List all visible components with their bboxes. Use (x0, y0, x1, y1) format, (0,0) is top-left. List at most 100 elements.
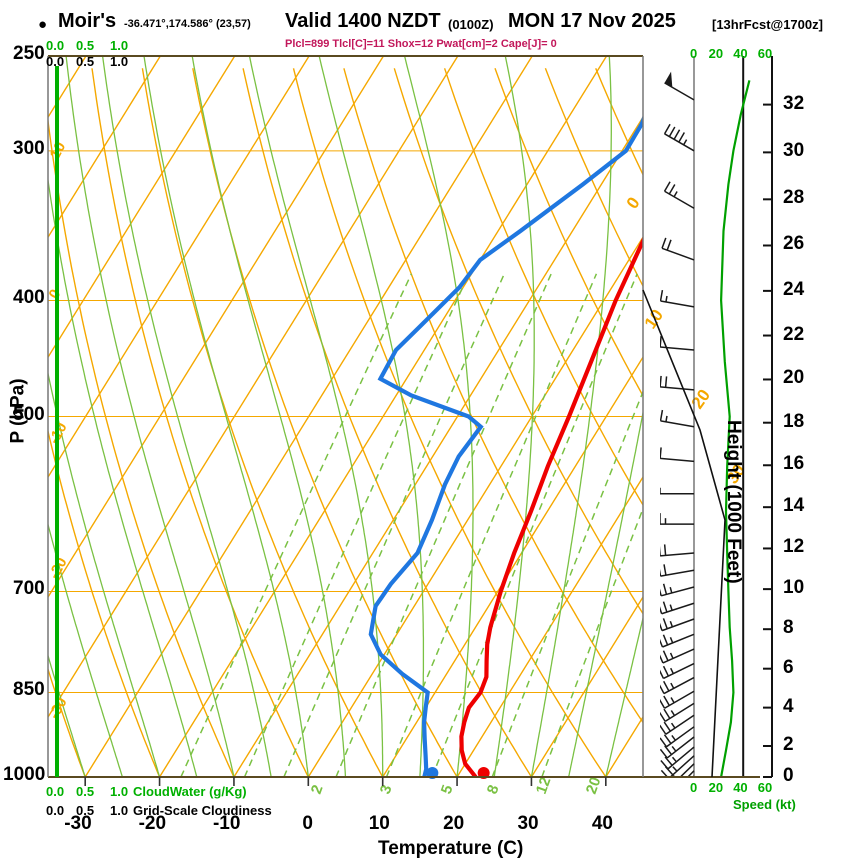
wind-barb (660, 409, 695, 428)
pressure-tick-400: 400 (13, 287, 45, 309)
station-name: Moir's (58, 10, 117, 32)
temperature-tick-0: 0 (302, 813, 313, 834)
cloudiness-tick-top-0.0: 0.0 (46, 54, 65, 69)
wind-barb (660, 755, 695, 777)
height-tick-16: 16 (783, 453, 805, 475)
valid-time: Valid 1400 NZDT (285, 10, 441, 32)
wind-axis (693, 56, 745, 777)
cloudwater-tick-bottom-0.5: 0.5 (76, 784, 95, 799)
cloudwater-tick-bottom-0.0: 0.0 (46, 784, 65, 799)
wind-barb (660, 726, 695, 748)
height-tick-22: 22 (783, 323, 805, 345)
wind-barb (660, 513, 694, 525)
pressure-tick-700: 700 (13, 578, 45, 600)
height-tick-12: 12 (783, 536, 805, 558)
pressure-tick-850: 850 (13, 679, 45, 701)
wind-barb (660, 583, 695, 597)
wind-barb (660, 618, 695, 632)
wind-barb (686, 770, 695, 777)
pressure-tick-500: 500 (13, 403, 45, 425)
pressure-tick-1000: 1000 (3, 764, 46, 785)
wind-speed-curve (719, 80, 751, 778)
mixing-ratio-label-5: 5 (438, 783, 457, 797)
height-tick-20: 20 (783, 367, 805, 389)
forecast-lead: [13hrFcst@1700z] (712, 17, 823, 32)
valid-date: MON 17 Nov 2025 (508, 10, 676, 32)
speed-tick-top-40: 40 (733, 46, 748, 61)
speed-tick-top-0: 0 (690, 46, 698, 61)
cloudwater-label: CloudWater (g/Kg) (133, 784, 247, 799)
height-tick-26: 26 (783, 233, 805, 255)
pressure-axis-label: P (hPa) (7, 378, 29, 444)
isotherm-label-0: 0 (623, 194, 644, 213)
temperature-tick-40: 40 (591, 813, 613, 834)
height-tick-8: 8 (783, 617, 794, 639)
plot-frame (47, 55, 760, 786)
mixing-ratio-label-8: 8 (484, 783, 503, 797)
wind-barb (660, 544, 695, 557)
height-tick-14: 14 (783, 495, 805, 517)
speed-tick-top-20: 20 (708, 46, 724, 61)
speed-tick-top-60: 60 (757, 46, 773, 61)
height-axis (763, 56, 773, 778)
wind-barb (660, 601, 695, 615)
temperature-tick-10: 10 (368, 813, 390, 834)
cloudwater-tick-top-1.0: 1.0 (110, 38, 129, 53)
wind-barb (660, 648, 695, 664)
station-coordinates: -36.471°,174.586° (23,57) (124, 18, 251, 30)
height-tick-18: 18 (783, 410, 805, 432)
pressure-tick-250: 250 (13, 43, 45, 64)
wind-barb (660, 662, 695, 680)
wind-barb (660, 375, 695, 391)
cloudiness-tick-bottom-1.0: 1.0 (110, 803, 129, 818)
wind-barb (660, 447, 695, 463)
height-axis-label: Height (1000 Feet) (723, 420, 744, 584)
pressure-tick-300: 300 (13, 137, 45, 159)
temperature-axis-label: Temperature (C) (378, 838, 524, 859)
speed-tick-bottom-0: 0 (690, 780, 698, 795)
temperature-curve (459, 235, 643, 777)
wind-barbs (660, 71, 695, 777)
wind-barb (660, 564, 695, 577)
sounding-parameters: Plcl=899 Tlcl[C]=11 Shox=12 Pwat[cm]=2 C… (285, 38, 557, 50)
mixing-ratio-label-12: 12 (533, 775, 555, 796)
temperature-tick--20: -20 (138, 813, 167, 834)
wind-barb (660, 676, 695, 695)
wind-barb (660, 487, 694, 495)
temperature-tick--30: -30 (64, 813, 92, 834)
mixing-ratio-grid (180, 273, 643, 777)
height-tick-28: 28 (783, 187, 805, 209)
cloudiness-tick-top-1.0: 1.0 (110, 54, 129, 69)
wind-barb (660, 702, 695, 723)
cloudwater-tick-top-0.0: 0.0 (46, 38, 65, 53)
mixing-ratio-label-3: 3 (377, 783, 396, 797)
mixing-ratio-label-2: 2 (308, 783, 327, 797)
cloudwater-tick-bottom-1.0: 1.0 (110, 784, 129, 799)
wind-barb (660, 736, 695, 759)
wind-barb (663, 181, 695, 209)
speed-tick-bottom-60: 60 (757, 780, 773, 795)
wind-barb (660, 290, 695, 308)
cloudiness-label: Grid-Scale Cloudiness (133, 803, 272, 818)
wind-barb (661, 237, 695, 261)
temperature-tick-30: 30 (517, 813, 539, 834)
speed-tick-bottom-40: 40 (733, 780, 748, 795)
cloudiness-tick-bottom-0.0: 0.0 (46, 803, 65, 818)
isotherm-label-10: 10 (641, 306, 667, 332)
wind-barb (660, 746, 695, 770)
height-tick-2: 2 (783, 733, 794, 755)
station-bullet-icon: ● (38, 16, 48, 33)
wind-barb (664, 71, 695, 101)
speed-axis-label: Speed (kt) (733, 797, 796, 812)
temperature-tick-20: 20 (443, 813, 465, 834)
height-tick-24: 24 (783, 278, 805, 300)
cloudiness-tick-top-0.5: 0.5 (76, 54, 95, 69)
wind-barb (660, 633, 695, 648)
cloudwater-tick-top-0.5: 0.5 (76, 38, 95, 53)
height-tick-32: 32 (783, 92, 805, 114)
height-tick-4: 4 (783, 695, 794, 717)
temperature-tick--10: -10 (212, 813, 241, 834)
dewpoint-curve (368, 114, 643, 777)
